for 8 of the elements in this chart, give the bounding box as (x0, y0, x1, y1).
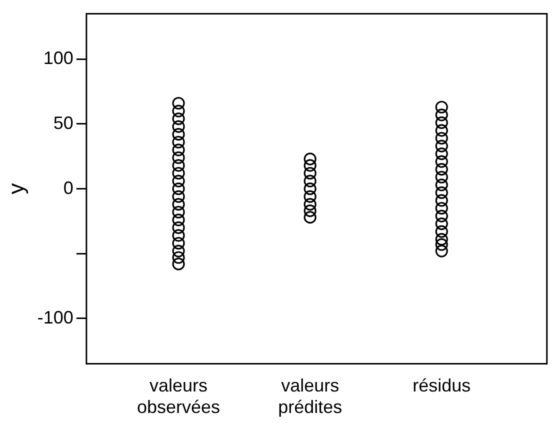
y-tick-label: 0 (63, 178, 74, 198)
y-tick-label: -100 (37, 307, 74, 328)
y-tick-label: 50 (53, 112, 74, 133)
y-axis-title: y (3, 183, 28, 194)
x-tick-label: résidus (412, 376, 471, 396)
x-tick-label: valeurs observées (136, 376, 220, 418)
y-tick-label: 100 (43, 48, 74, 68)
x-tick-label: valeurs prédites (278, 376, 342, 418)
